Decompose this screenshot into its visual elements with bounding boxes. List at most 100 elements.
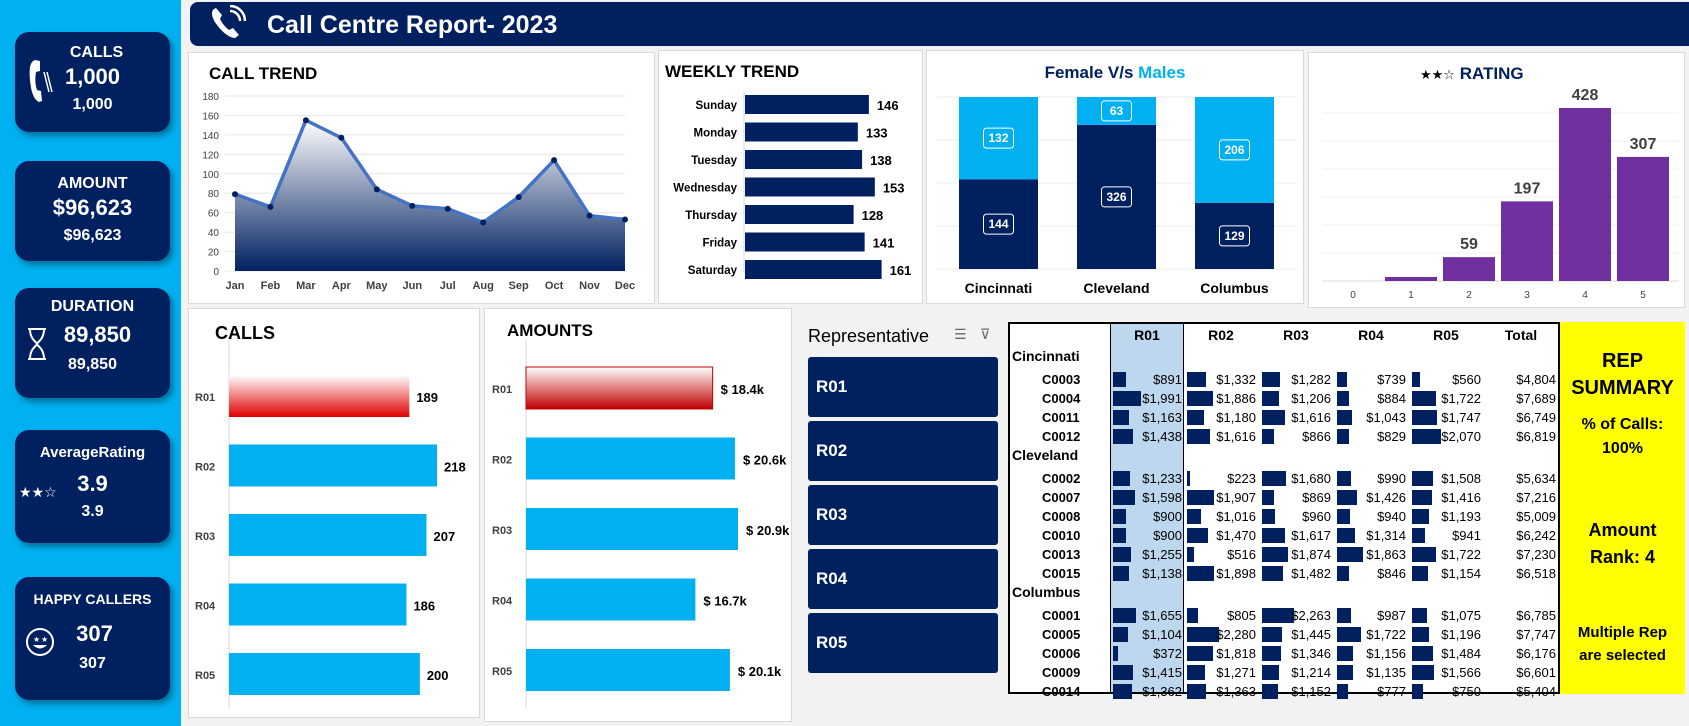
pivot-cell-value: $1,332 bbox=[1216, 372, 1256, 387]
summary-rank-label: Amount bbox=[1588, 520, 1657, 540]
gender-label-box bbox=[1219, 225, 1250, 247]
trend-point bbox=[622, 216, 628, 223]
call-trend-title: CALL TREND bbox=[209, 64, 318, 83]
pivot-cell: $1,206 bbox=[1259, 389, 1333, 408]
page-title: Call Centre Report- 2023 bbox=[267, 11, 558, 39]
pivot-cell: $866 bbox=[1259, 427, 1333, 446]
clear-filter-icon[interactable]: ⊽ bbox=[980, 326, 991, 342]
pivot-cell-value: $1,075 bbox=[1441, 608, 1481, 623]
pivot-cell-value: $1,152 bbox=[1291, 684, 1331, 699]
smiley-icon: ★ ★ bbox=[26, 628, 54, 656]
pivot-cell: $1,566 bbox=[1409, 663, 1483, 682]
pivot-cell: $1,874 bbox=[1259, 545, 1333, 564]
pivot-data-bar bbox=[1412, 547, 1436, 562]
pivot-group-label: Cleveland bbox=[1012, 447, 1079, 463]
kpi-duration-value: 89,850 bbox=[63, 322, 132, 347]
x-tick-label: Sep bbox=[509, 280, 529, 292]
pivot-row-id: C0009 bbox=[1042, 665, 1081, 680]
pivot-cell-value: $1,445 bbox=[1291, 627, 1331, 642]
pivot-cell-value: $1,616 bbox=[1216, 429, 1256, 444]
pivot-cell-value: $372 bbox=[1153, 646, 1182, 661]
pivot-cell: $1,907 bbox=[1184, 488, 1258, 507]
slicer-item-r04[interactable]: R04 bbox=[808, 549, 998, 609]
gender-label-box bbox=[1219, 139, 1250, 161]
gender-category-label: Cleveland bbox=[1083, 280, 1149, 296]
weekly-value-label: 138 bbox=[870, 153, 892, 168]
pivot-data-bar bbox=[1262, 665, 1279, 680]
pivot-cell: $1,043 bbox=[1334, 408, 1408, 427]
slicer-item-r01[interactable]: R01 bbox=[808, 357, 998, 417]
pivot-cell: $1,163 bbox=[1110, 408, 1184, 427]
pivot-cell: $960 bbox=[1259, 507, 1333, 526]
rating-category-label: 0 bbox=[1350, 290, 1356, 301]
trend-line bbox=[234, 117, 626, 225]
kpi-amount-subvalue: $96,623 bbox=[63, 227, 122, 244]
calls-value-label: 186 bbox=[413, 599, 435, 614]
pivot-cell-value: $1,482 bbox=[1291, 566, 1331, 581]
pivot-data-bar bbox=[1337, 608, 1351, 623]
pivot-cell-value: $1,991 bbox=[1142, 391, 1182, 406]
pivot-data-bar bbox=[1187, 410, 1204, 425]
calls-category-label: R02 bbox=[195, 462, 215, 474]
amounts-bar bbox=[526, 649, 730, 691]
pivot-data-bar bbox=[1113, 566, 1129, 581]
sidebar: CALLS 1,000 1,000 AMOUNT $96,623 $96,623… bbox=[0, 0, 181, 726]
pivot-data-bar bbox=[1337, 391, 1349, 406]
pivot-cell-value: $1,484 bbox=[1441, 646, 1481, 661]
pivot-cell-value: $1,156 bbox=[1366, 646, 1406, 661]
pivot-data-bar bbox=[1412, 391, 1436, 406]
table-row: C0012 $1,438 $1,616 $866 $829 $2,070 $6,819 bbox=[1010, 427, 1558, 446]
pivot-cell-value: $1,196 bbox=[1441, 627, 1481, 642]
x-tick-label: Jul bbox=[440, 280, 456, 292]
pivot-table: R01 R02 R03 R04 R05 Total Cincinnati C0003 $891 $… bbox=[1008, 322, 1560, 699]
pivot-row-total: $6,749 bbox=[1516, 410, 1556, 425]
pivot-cell-value: $1,722 bbox=[1441, 391, 1481, 406]
pivot-row-total: $5,634 bbox=[1516, 471, 1556, 486]
x-tick-label: Nov bbox=[579, 280, 601, 292]
pivot-header-total: Total bbox=[1504, 327, 1538, 343]
pivot-cell: $1,680 bbox=[1259, 469, 1333, 488]
pivot-cell: $805 bbox=[1184, 606, 1258, 625]
gender-title-female: Female bbox=[1044, 63, 1104, 82]
slicer-item-r03[interactable]: R03 bbox=[808, 485, 998, 545]
pivot-row-total: $6,242 bbox=[1516, 528, 1556, 543]
pivot-cell-value: $516 bbox=[1227, 547, 1256, 562]
trend-point bbox=[232, 191, 238, 198]
pivot-data-bar bbox=[1262, 608, 1294, 623]
pivot-cell-value: $941 bbox=[1452, 528, 1481, 543]
slicer-item-r02[interactable]: R02 bbox=[808, 421, 998, 481]
rating-bar bbox=[1443, 257, 1495, 281]
pivot-cell: $1,255 bbox=[1110, 545, 1184, 564]
pivot-cell-value: $1,271 bbox=[1216, 665, 1256, 680]
x-tick-label: Mar bbox=[296, 280, 316, 292]
pivot-cell-value: $884 bbox=[1377, 391, 1406, 406]
pivot-cell-value: $1,722 bbox=[1441, 547, 1481, 562]
multi-select-icon[interactable]: ☰ bbox=[954, 326, 967, 342]
table-row: C0004 $1,991 $1,886 $1,206 $884 $1,722 $7,689 bbox=[1010, 389, 1558, 408]
x-tick-label: Aug bbox=[472, 280, 493, 292]
pivot-cell-value: $1,180 bbox=[1216, 410, 1256, 425]
weekly-category-label: Sunday bbox=[695, 100, 737, 112]
pivot-row-total: $6,176 bbox=[1516, 646, 1556, 661]
pivot-row-id: C0014 bbox=[1042, 684, 1081, 699]
kpi-rating-label: AverageRating bbox=[39, 444, 146, 461]
pivot-data-bar bbox=[1113, 528, 1126, 543]
pivot-data-bar bbox=[1113, 410, 1129, 425]
pivot-cell: $1,991 bbox=[1110, 389, 1184, 408]
pivot-data-bar bbox=[1412, 528, 1425, 543]
call-trend-panel: CALL TREND 0 20 40 60 80 100 120 140 160 180 Jan Fe… bbox=[188, 52, 655, 304]
pivot-data-bar bbox=[1262, 490, 1274, 505]
pivot-cell: $940 bbox=[1334, 507, 1408, 526]
weekly-bar bbox=[745, 150, 863, 169]
gender-title-males: Males bbox=[1138, 63, 1186, 82]
pivot-cell-value: $1,363 bbox=[1216, 684, 1256, 699]
pivot-cell-value: $1,722 bbox=[1366, 627, 1406, 642]
weekly-category-label: Friday bbox=[702, 238, 737, 250]
slicer-item-r05[interactable]: R05 bbox=[808, 613, 998, 673]
pivot-data-bar bbox=[1337, 410, 1352, 425]
pivot-cell: $1,616 bbox=[1184, 427, 1258, 446]
pivot-header-r05: R05 bbox=[1433, 327, 1459, 343]
summary-title-line1: REP bbox=[1601, 350, 1644, 372]
gender-title: Female V/s Males bbox=[927, 63, 1303, 83]
pivot-cell: $1,282 bbox=[1259, 370, 1333, 389]
